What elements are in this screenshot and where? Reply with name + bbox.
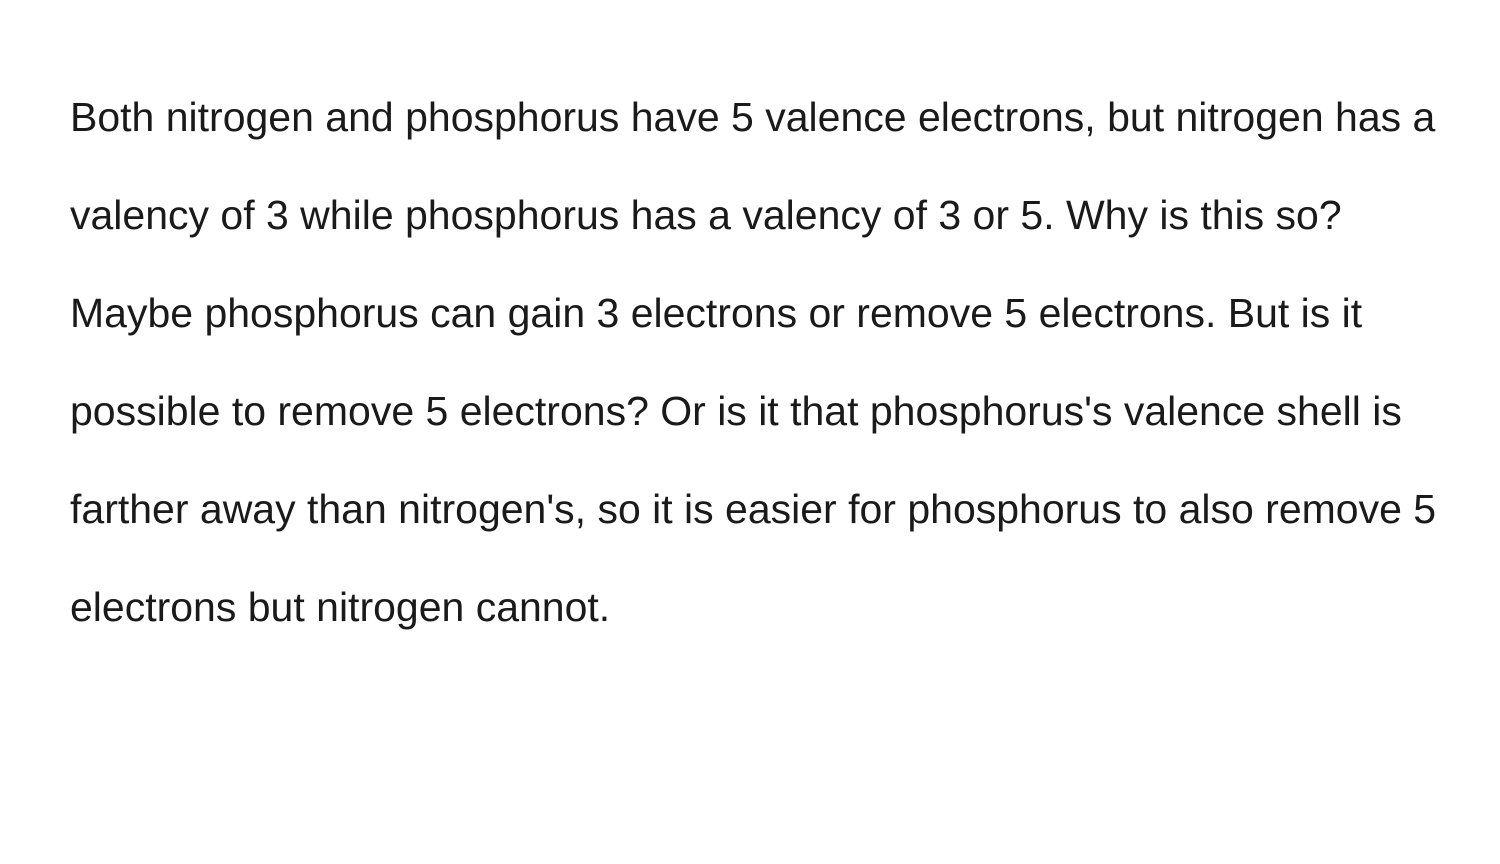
document-page: Both nitrogen and phosphorus have 5 vale…	[0, 0, 1500, 864]
body-paragraph: Both nitrogen and phosphorus have 5 vale…	[70, 68, 1450, 656]
